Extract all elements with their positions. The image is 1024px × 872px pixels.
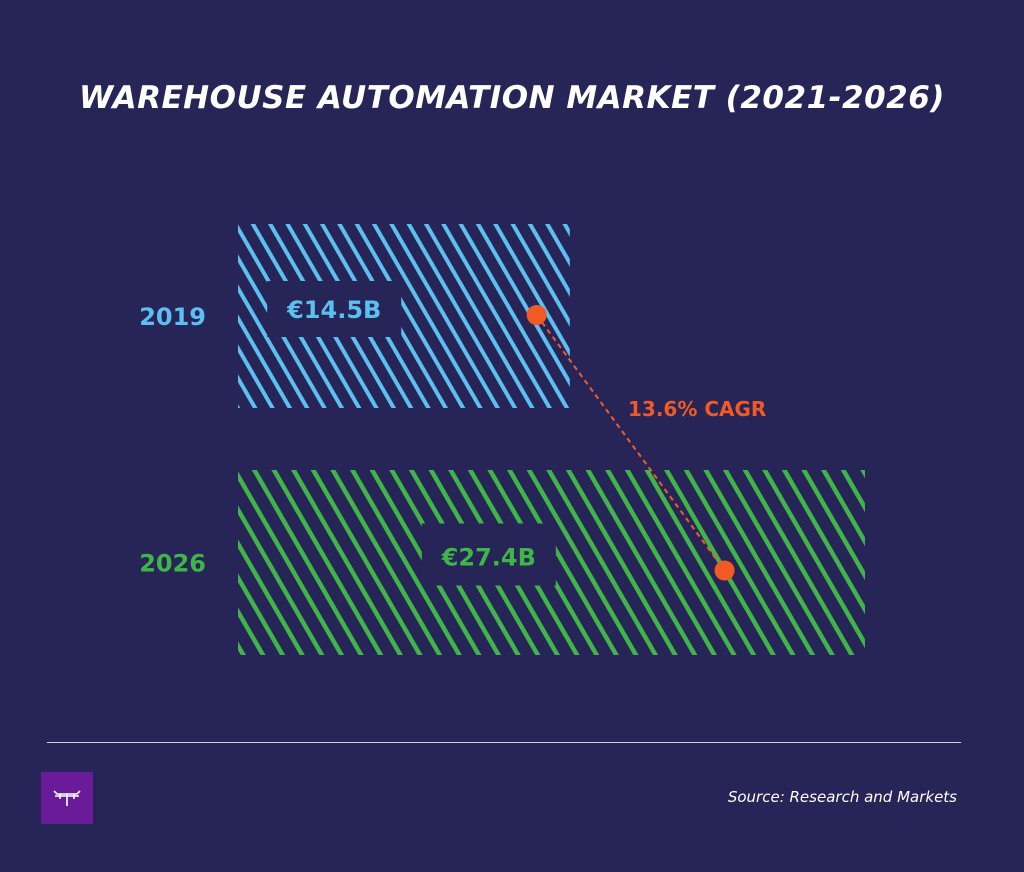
value-label-2019: €14.5B <box>286 296 381 324</box>
cagr-annotation: 13.6% CAGR <box>628 397 766 421</box>
chart-title: WAREHOUSE AUTOMATION MARKET (2021-2026) <box>79 80 945 116</box>
category-label-2026: 2026 <box>139 550 206 578</box>
divider <box>47 742 961 743</box>
drone-icon <box>53 790 81 806</box>
value-label-box-2019 <box>267 281 402 337</box>
cagr-point-2019 <box>526 305 547 325</box>
value-label-box-2026 <box>421 523 556 586</box>
value-label-2026: €27.4B <box>441 544 536 572</box>
cagr-connector-line <box>535 314 726 572</box>
logo <box>41 772 93 824</box>
category-label-2019: 2019 <box>139 303 206 331</box>
source-note: Source: Research and Markets <box>727 788 957 806</box>
cagr-point-2026 <box>714 560 735 581</box>
